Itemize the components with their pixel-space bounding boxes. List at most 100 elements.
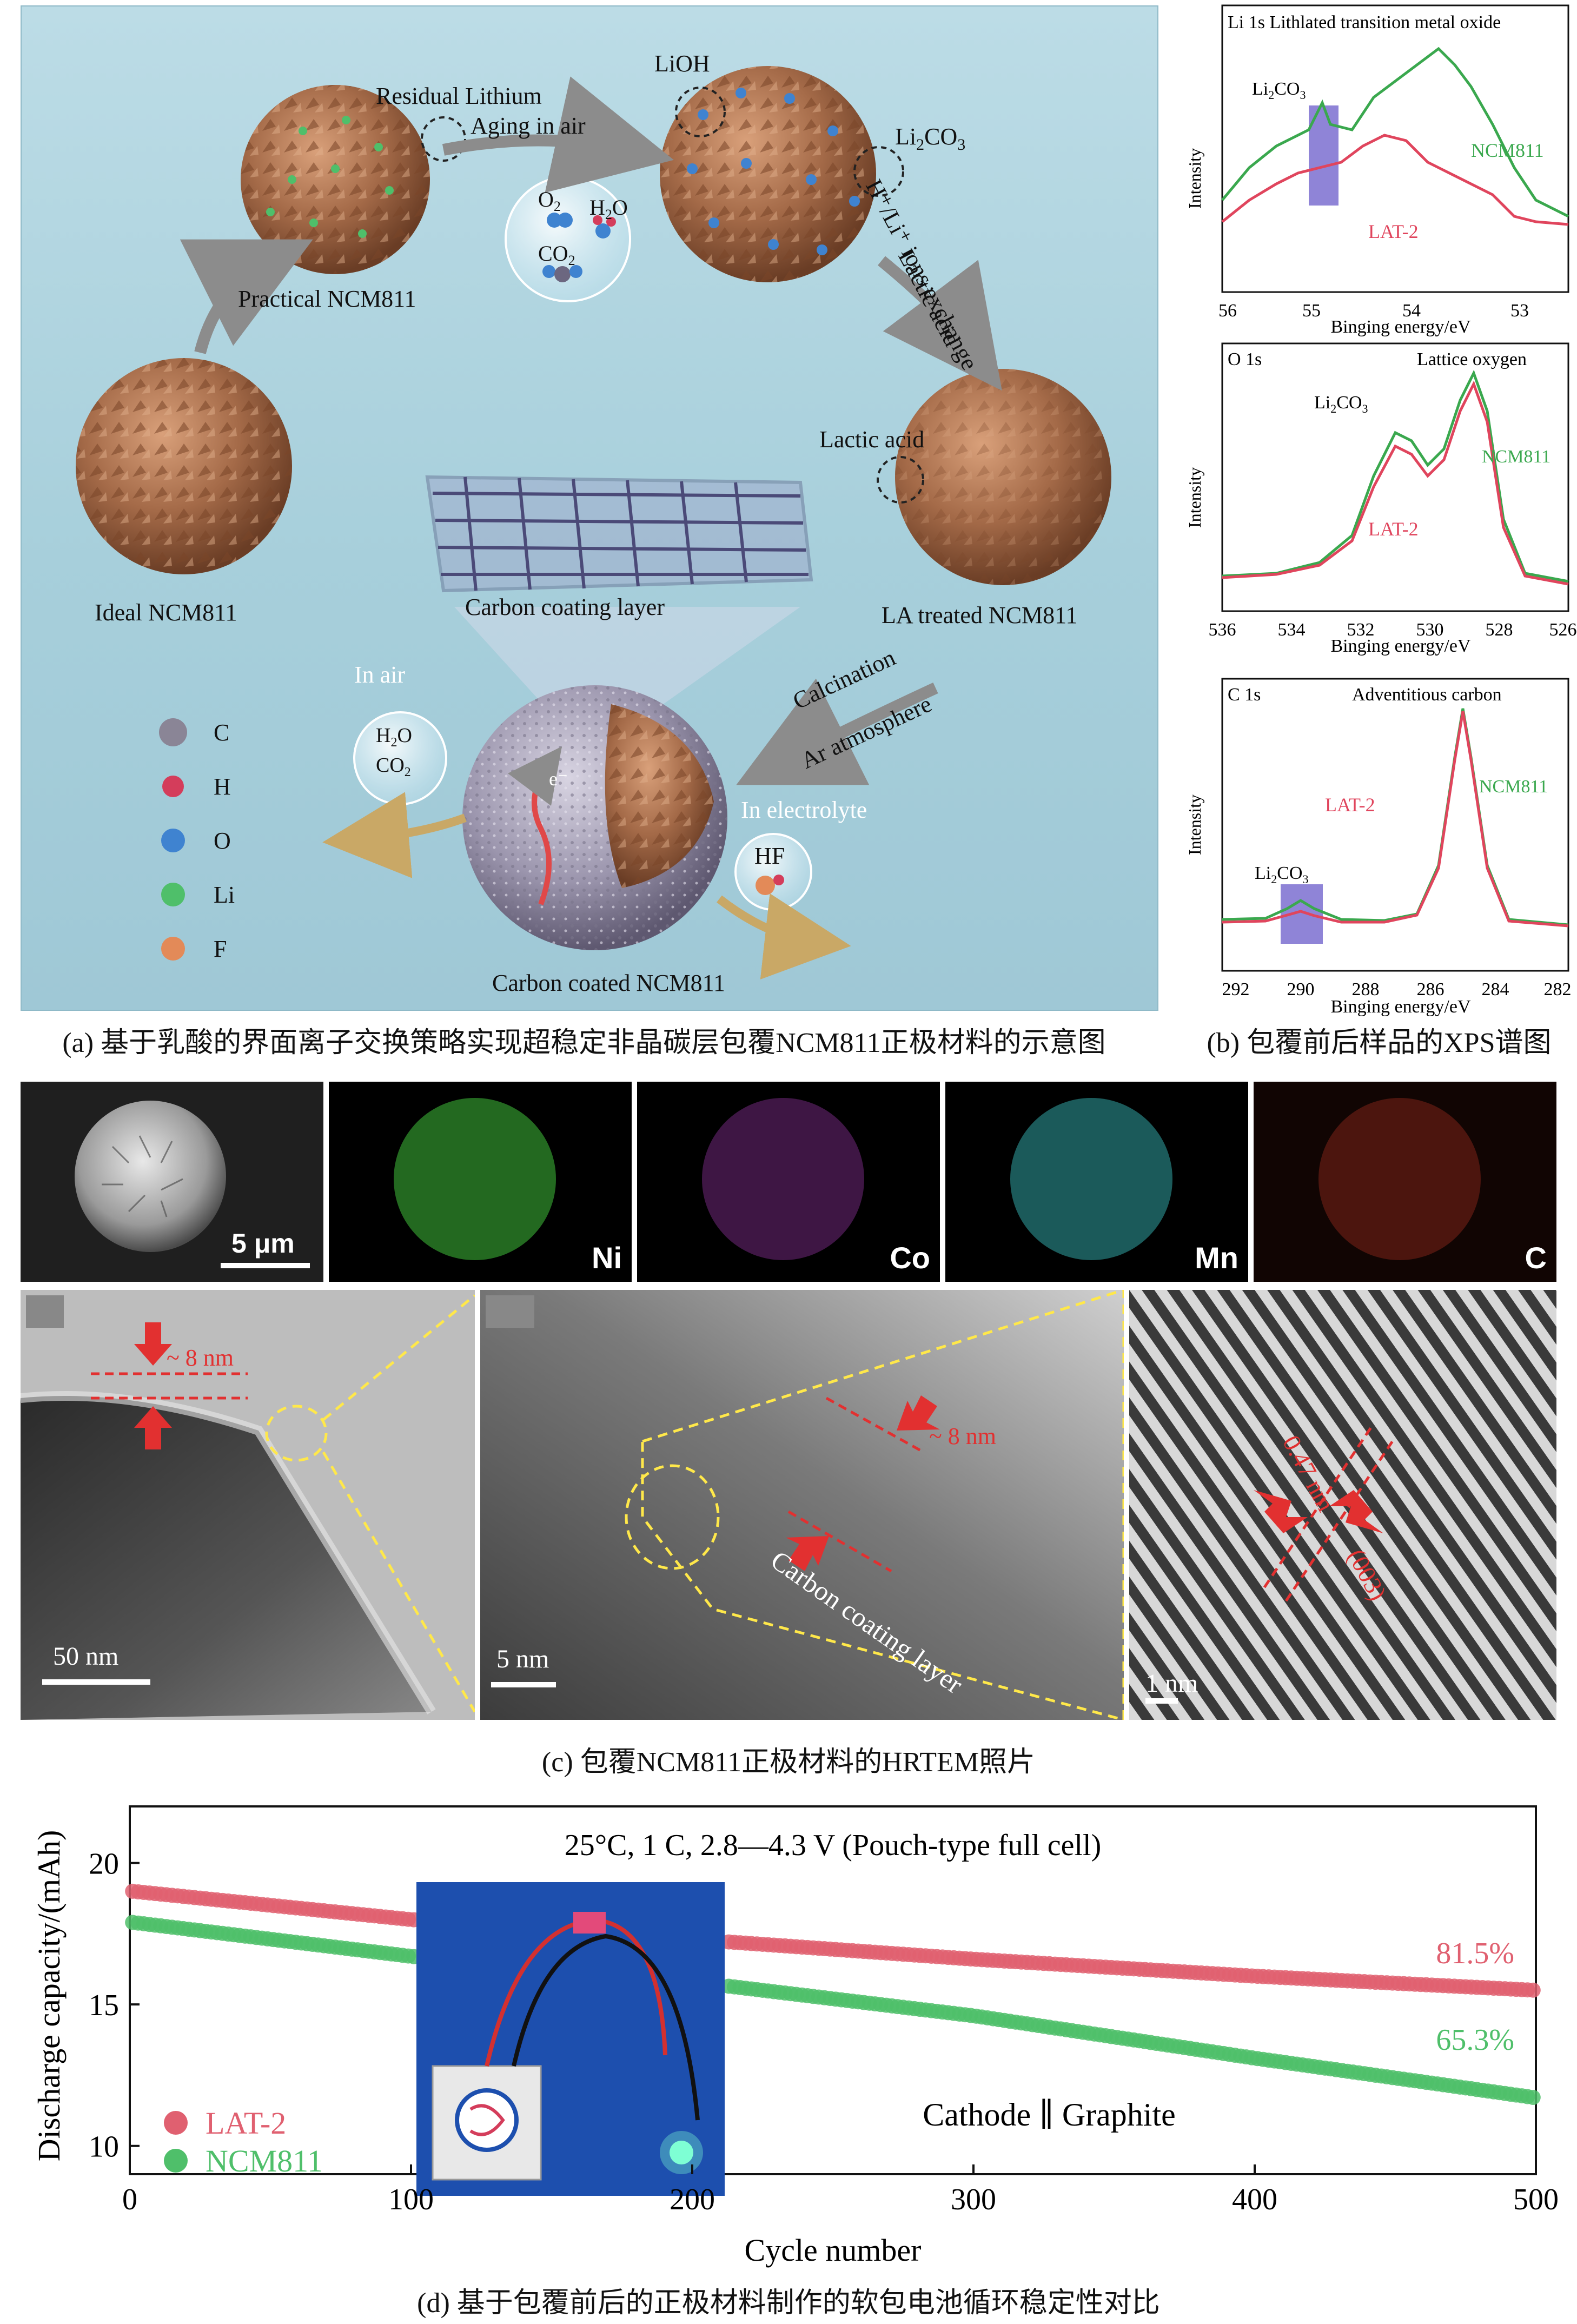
xps-o1s-title: O 1s bbox=[1228, 349, 1262, 369]
legend-label-lat: LAT-2 bbox=[206, 2105, 286, 2141]
legend-label-f: F bbox=[214, 936, 227, 962]
xps-o1s-frame bbox=[1221, 342, 1569, 612]
x-tick-label: 400 bbox=[1232, 2183, 1277, 2216]
xps-c1s-ncm-label: NCM811 bbox=[1479, 777, 1548, 797]
xps-li1s-title: Li 1s Lithlated transition metal oxide bbox=[1228, 12, 1501, 32]
x-tick-label: 200 bbox=[670, 2183, 715, 2216]
xps-charts: Li 1s Lithlated transition metal oxide L… bbox=[1185, 4, 1577, 1017]
arrow-ideal-to-practical bbox=[180, 239, 313, 354]
label-co2: CO2 bbox=[538, 241, 575, 268]
label-ideal: Ideal NCM811 bbox=[95, 599, 237, 626]
label-in-electrolyte: In electrolyte bbox=[741, 797, 867, 823]
xps-o1s-tick-1: 536 bbox=[1209, 620, 1236, 640]
schematic-drawing: Residual Lithium Aging in air LiOH Li2CO… bbox=[76, 50, 1111, 996]
tem1-thickness: ~ 8 nm bbox=[167, 1345, 234, 1371]
xps-c1s-lat bbox=[1222, 711, 1569, 928]
gas-bubble bbox=[505, 176, 631, 302]
caption-b: (b) 包覆前后样品的XPS谱图 bbox=[1207, 1028, 1552, 1058]
x-tick-label: 0 bbox=[122, 2183, 137, 2216]
xps-o1s-tick-6: 526 bbox=[1549, 620, 1577, 640]
caption-a: (a) 基于乳酸的界面离子交换策略实现超稳定非晶碳层包覆NCM811正极材料的示… bbox=[62, 1028, 1106, 1058]
label-aging: Aging in air bbox=[471, 112, 586, 139]
caption-d: (d) 基于包覆前后的正极材料制作的软包电池循环稳定性对比 bbox=[417, 2288, 1160, 2319]
label-li2co3: Li2CO3 bbox=[895, 123, 965, 154]
aged-particle bbox=[660, 66, 904, 282]
label-o2: O2 bbox=[538, 187, 561, 214]
legend-marker-ncm bbox=[164, 2149, 188, 2173]
x-tick-label: 100 bbox=[388, 2183, 434, 2216]
tem-image-1: ~ 8 nm 50 nm bbox=[21, 1290, 475, 1720]
xps-o1s-ylabel: Intensity bbox=[1185, 467, 1204, 528]
hf-bubble bbox=[734, 833, 812, 911]
eds-label-ni: Ni bbox=[592, 1241, 622, 1275]
tem-image-2: ~ 8 nm Carbon coating layer 5 nm bbox=[480, 1290, 1124, 1720]
xps-o1s-ncm bbox=[1222, 369, 1569, 583]
xps-li1s-xlabel: Binging energy/eV bbox=[1330, 317, 1470, 337]
xps-li1s-ylabel: Intensity bbox=[1185, 148, 1204, 209]
legend-label-h: H bbox=[214, 773, 231, 800]
xps-c1s-peak: Adventitious carbon bbox=[1352, 685, 1502, 705]
cycle-chart-svg: 25°C, 1 C, 2.8—4.3 V (Pouch-type full ce… bbox=[31, 1805, 1559, 2268]
xps-o1s-xlabel: Binging energy/eV bbox=[1330, 636, 1470, 656]
pouch-cell-photo bbox=[416, 1882, 725, 2196]
xps-li1s-tick-4: 53 bbox=[1510, 301, 1529, 321]
xps-li1s-lat-label: LAT-2 bbox=[1368, 221, 1419, 242]
xps-c1s-tick-3: 288 bbox=[1352, 979, 1380, 999]
sem-scalebar-label: 5 μm bbox=[231, 1228, 295, 1259]
cycle-annotation: Cathode ∥ Graphite bbox=[923, 2097, 1176, 2133]
arrow-lactic bbox=[878, 256, 1002, 391]
label-la-treated: LA treated NCM811 bbox=[882, 602, 1078, 628]
cycle-point-lat bbox=[1525, 1982, 1541, 1998]
xps-li1s-tick-3: 54 bbox=[1402, 301, 1421, 321]
arrow-air-repel bbox=[322, 792, 467, 878]
tem2-scalebar-label: 5 nm bbox=[496, 1645, 549, 1673]
cycle-series bbox=[125, 1883, 1541, 2105]
eds-label-co: Co bbox=[890, 1241, 930, 1275]
cycle-chart-title: 25°C, 1 C, 2.8—4.3 V (Pouch-type full ce… bbox=[565, 1829, 1101, 1862]
xps-o1s-tick-2: 534 bbox=[1278, 620, 1306, 640]
cycle-point-ncm bbox=[1525, 2090, 1541, 2105]
retention-lat-label: 81.5% bbox=[1436, 1937, 1514, 1970]
tem2-thickness: ~ 8 nm bbox=[929, 1423, 997, 1449]
retention-ncm-label: 65.3% bbox=[1436, 2023, 1514, 2057]
xps-li1s-lat bbox=[1221, 134, 1569, 226]
x-tick-label: 500 bbox=[1513, 2183, 1559, 2216]
practical-particle bbox=[241, 85, 466, 274]
xps-c1s-tick-2: 290 bbox=[1287, 979, 1315, 999]
eds-map-mn: Mn bbox=[945, 1082, 1248, 1282]
legend-label-ncm: NCM811 bbox=[206, 2143, 323, 2179]
label-lactic-acid: Lactic acid bbox=[819, 426, 924, 453]
xps-li1s-frame bbox=[1221, 4, 1569, 293]
cycle-ylabel: Discharge capacity/(mAh) bbox=[31, 1830, 67, 2162]
cycle-xlabel: Cycle number bbox=[745, 2233, 922, 2268]
label-electron: e⁻ bbox=[549, 768, 568, 790]
x-tick-label: 300 bbox=[951, 2183, 996, 2216]
xps-c1s-annot: Li2CO3 bbox=[1255, 863, 1308, 886]
xps-o1s-tick-3: 532 bbox=[1347, 620, 1375, 640]
arrow-hf-repel bbox=[717, 893, 851, 979]
tem3-scalebar-label: 1 nm bbox=[1145, 1669, 1198, 1698]
label-practical: Practical NCM811 bbox=[238, 286, 416, 312]
xps-li1s-tick-1: 56 bbox=[1218, 301, 1237, 321]
xps-o1s-peak: Lattice oxygen bbox=[1417, 349, 1527, 369]
legend-label-o: O bbox=[214, 827, 231, 854]
xps-li1s-annot: Li2CO3 bbox=[1252, 79, 1306, 102]
la-treated-particle bbox=[877, 369, 1111, 585]
cycle-axis-ticks: 0 100 200 300 400 500 10 15 20 bbox=[89, 1848, 1559, 2216]
carbon-coated-particle bbox=[462, 685, 727, 950]
label-air-h2o: H2O bbox=[376, 724, 412, 750]
ideal-particle bbox=[76, 358, 292, 574]
sem-image: 5 μm bbox=[21, 1082, 323, 1282]
y-tick-label: 15 bbox=[89, 1989, 119, 2022]
label-carbon-coated: Carbon coated NCM811 bbox=[492, 970, 725, 996]
xps-li1s-ncm bbox=[1221, 47, 1569, 218]
xps-c1s-tick-4: 286 bbox=[1417, 979, 1445, 999]
xps-o1s-annot: Li2CO3 bbox=[1314, 393, 1368, 415]
element-legend bbox=[159, 718, 187, 961]
xps-o1s-lat bbox=[1222, 380, 1569, 586]
label-calcination: Calcination bbox=[789, 644, 900, 714]
eds-map-ni: Ni bbox=[329, 1082, 632, 1282]
y-tick-label: 20 bbox=[89, 1848, 119, 1881]
xps-li1s-tick-2: 55 bbox=[1302, 301, 1321, 321]
xps-li1s-ncm-label: NCM811 bbox=[1471, 140, 1544, 161]
